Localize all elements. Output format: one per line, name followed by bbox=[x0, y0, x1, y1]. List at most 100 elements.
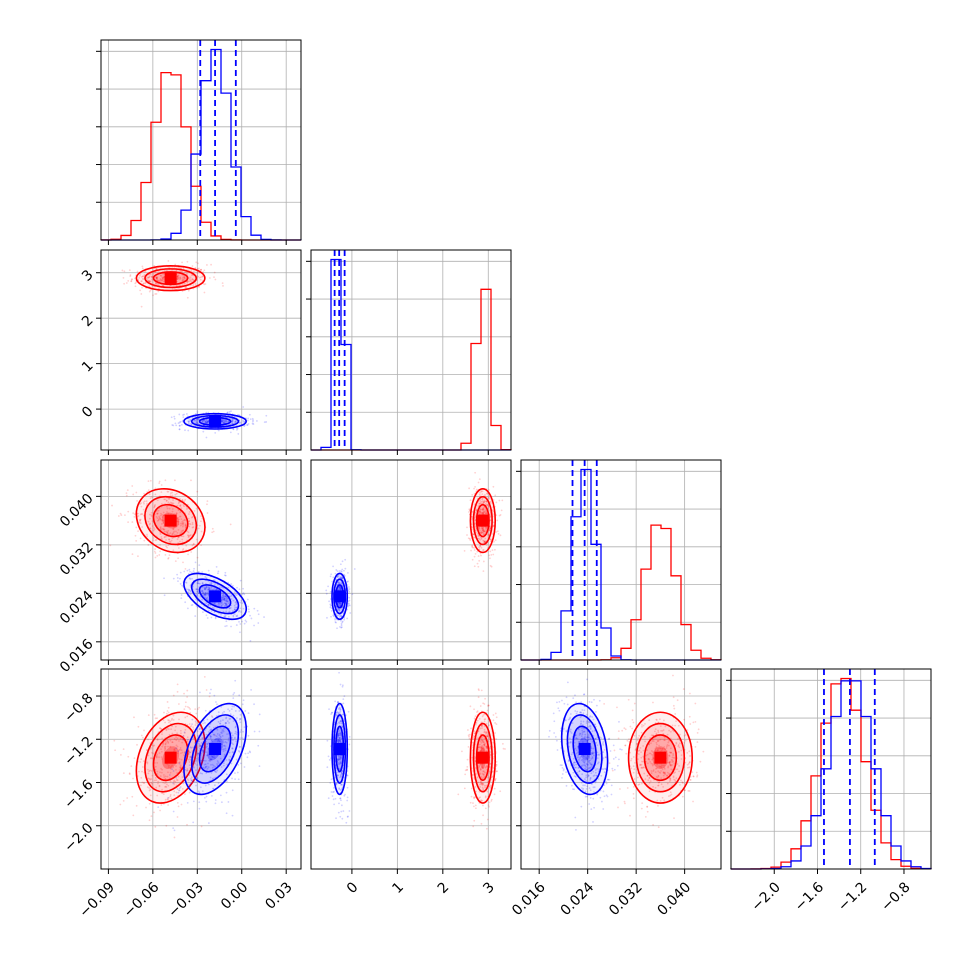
sample-point bbox=[191, 544, 194, 547]
sample-point bbox=[482, 533, 485, 535]
sample-point bbox=[483, 743, 485, 746]
sample-point bbox=[227, 737, 230, 740]
sample-point bbox=[209, 735, 212, 738]
sample-point bbox=[139, 761, 142, 763]
sample-point bbox=[481, 529, 484, 531]
sample-point bbox=[195, 538, 198, 541]
sample-point bbox=[122, 772, 125, 775]
sample-point bbox=[148, 290, 151, 293]
sample-point bbox=[481, 493, 484, 496]
sample-point bbox=[674, 779, 677, 782]
sample-point bbox=[338, 787, 341, 790]
sample-point bbox=[193, 510, 196, 512]
sample-point bbox=[196, 590, 199, 593]
sample-point bbox=[339, 740, 341, 742]
sample-point bbox=[466, 758, 469, 761]
sample-point bbox=[178, 284, 181, 287]
sample-point bbox=[218, 734, 221, 737]
sample-point bbox=[640, 763, 643, 766]
sample-point bbox=[225, 600, 228, 603]
sample-point bbox=[659, 772, 662, 774]
sample-point bbox=[210, 616, 213, 619]
sample-point bbox=[148, 276, 151, 279]
sample-point bbox=[481, 727, 483, 729]
sample-point bbox=[483, 541, 486, 543]
sample-point bbox=[177, 547, 180, 549]
sample-point bbox=[189, 570, 191, 573]
sample-point bbox=[630, 757, 633, 760]
sample-point bbox=[663, 772, 666, 775]
sample-point bbox=[152, 539, 155, 542]
sample-point bbox=[199, 727, 202, 730]
sample-point bbox=[461, 750, 463, 753]
sample-point bbox=[147, 480, 150, 483]
sample-point bbox=[339, 797, 342, 800]
sample-point bbox=[238, 422, 241, 424]
sample-point bbox=[221, 748, 224, 751]
sample-point bbox=[156, 277, 158, 280]
sample-point bbox=[204, 709, 207, 712]
sample-point bbox=[216, 728, 219, 731]
sample-point bbox=[337, 580, 340, 583]
sample-point bbox=[338, 615, 341, 618]
sample-point bbox=[490, 553, 493, 556]
sample-point bbox=[177, 502, 180, 505]
sample-point bbox=[155, 754, 158, 757]
sample-point bbox=[234, 732, 237, 735]
sample-point bbox=[159, 533, 162, 535]
sample-point bbox=[338, 722, 341, 725]
sample-point bbox=[178, 787, 181, 790]
sample-point bbox=[648, 777, 651, 780]
sample-point bbox=[336, 736, 339, 739]
sample-point bbox=[337, 721, 340, 724]
sample-point bbox=[235, 624, 238, 626]
sample-point bbox=[235, 602, 238, 604]
sample-point bbox=[190, 516, 193, 519]
sample-point bbox=[485, 513, 487, 516]
sample-point bbox=[229, 755, 232, 758]
sample-point bbox=[207, 419, 210, 422]
sample-point bbox=[227, 615, 230, 618]
sample-point bbox=[220, 743, 223, 746]
sample-point bbox=[182, 735, 185, 737]
sample-point bbox=[192, 726, 194, 729]
sample-point bbox=[194, 762, 197, 765]
sample-point bbox=[160, 728, 163, 730]
sample-point bbox=[482, 549, 484, 552]
sample-point bbox=[189, 590, 192, 593]
sample-point bbox=[203, 420, 206, 423]
sample-point bbox=[663, 771, 665, 774]
sample-point bbox=[629, 814, 631, 817]
sample-point bbox=[173, 783, 176, 785]
sample-point bbox=[189, 756, 192, 758]
sample-point bbox=[217, 782, 220, 784]
sample-point bbox=[191, 718, 194, 721]
sample-point bbox=[167, 741, 169, 743]
sample-point bbox=[195, 422, 197, 424]
sample-point bbox=[335, 569, 338, 571]
sample-point bbox=[206, 421, 209, 423]
sample-point bbox=[225, 791, 228, 794]
sample-point bbox=[655, 745, 658, 748]
sample-point bbox=[189, 279, 192, 282]
sample-point bbox=[496, 530, 499, 533]
sample-point bbox=[218, 740, 221, 743]
sample-point bbox=[338, 603, 341, 606]
sample-point bbox=[176, 772, 178, 774]
sample-point bbox=[167, 719, 169, 721]
sample-point bbox=[127, 755, 130, 758]
sample-point bbox=[232, 614, 235, 617]
sample-point bbox=[485, 731, 488, 733]
sample-point bbox=[245, 620, 248, 623]
sample-point bbox=[149, 280, 151, 283]
sample-point bbox=[210, 586, 213, 589]
sample-point bbox=[337, 588, 339, 591]
sample-point bbox=[210, 588, 213, 591]
sample-point bbox=[222, 284, 224, 287]
sample-point bbox=[338, 586, 341, 589]
sample-point bbox=[129, 275, 132, 278]
sample-point bbox=[484, 732, 487, 734]
sample-point bbox=[482, 529, 484, 532]
sample-point bbox=[330, 791, 333, 793]
sample-point bbox=[223, 599, 226, 602]
